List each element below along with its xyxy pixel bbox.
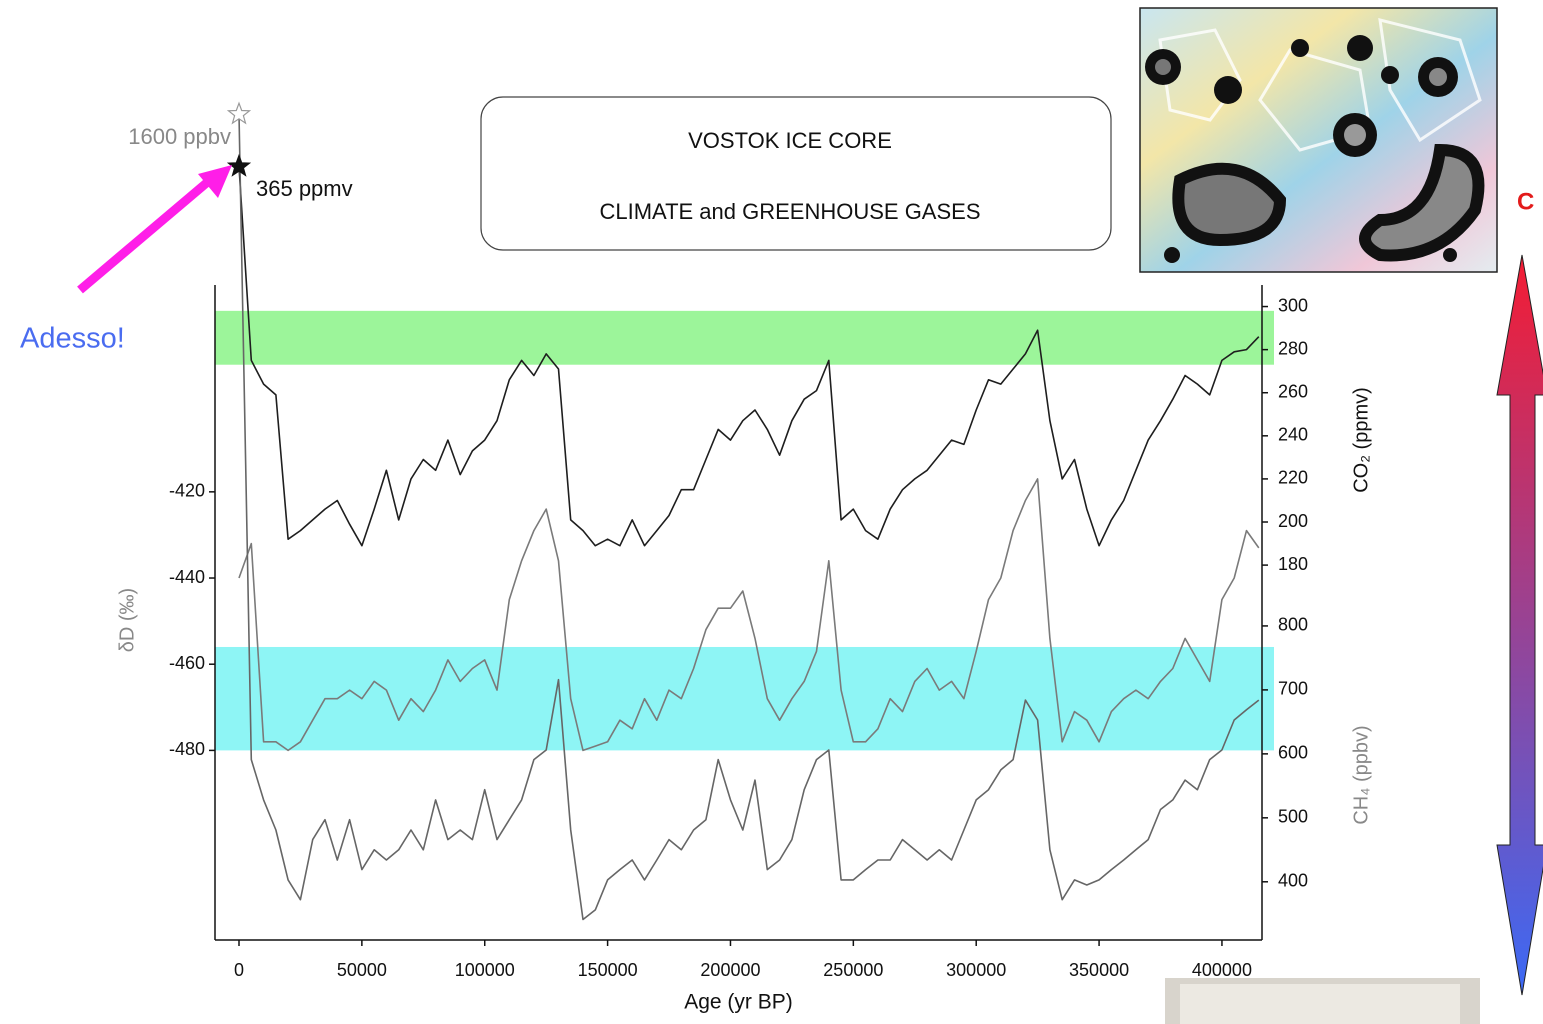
highlight-band — [215, 647, 1274, 750]
axis-label: CO₂ (ppmv) — [1350, 387, 1372, 493]
x-tick-label: 350000 — [1069, 960, 1129, 980]
y2-tick-label: 240 — [1278, 425, 1308, 445]
x-axis-label: Age (yr BP) — [684, 991, 793, 1014]
y2-tick-label: 280 — [1278, 338, 1308, 358]
x-tick-label: 150000 — [578, 960, 638, 980]
y3-tick-label: 400 — [1278, 871, 1308, 891]
x-tick-label: 100000 — [455, 960, 515, 980]
temperature-label: C — [1517, 188, 1534, 215]
annotation-now: Adesso! — [20, 323, 125, 355]
axis-label: δD (‰) — [116, 588, 138, 652]
y2-tick-label: 220 — [1278, 468, 1308, 488]
x-tick-label: 50000 — [337, 960, 387, 980]
x-tick-label: 400000 — [1192, 960, 1252, 980]
y2-tick-label: 200 — [1278, 511, 1308, 531]
y3-tick-label: 800 — [1278, 615, 1308, 635]
x-tick-label: 0 — [234, 960, 244, 980]
y3-tick-label: 700 — [1278, 679, 1308, 699]
ice-photo — [1140, 8, 1497, 272]
y2-tick-label: 260 — [1278, 381, 1308, 401]
y-tick-label: -440 — [169, 567, 205, 587]
bottom-photo-inner — [1180, 984, 1460, 1024]
temperature-arrow — [1497, 255, 1543, 995]
y2-tick-label: 300 — [1278, 295, 1308, 315]
annotation-co2-now: 365 ppmv — [256, 176, 353, 201]
y2-tick-label: 180 — [1278, 554, 1308, 574]
y-tick-label: -480 — [169, 739, 205, 759]
annotation-ch4-now: 1600 ppbv — [128, 124, 231, 149]
title-box — [481, 97, 1111, 250]
axis-label: CH₄ (ppbv) — [1350, 725, 1372, 824]
arrow — [80, 180, 210, 290]
y3-tick-label: 600 — [1278, 743, 1308, 763]
chart: Age (yr BP) 0 50000 100000 150000 200000 25000… — [0, 0, 1543, 1024]
y-tick-label: -420 — [169, 481, 205, 501]
x-tick-label: 250000 — [823, 960, 883, 980]
page: Age (yr BP) 0 50000 100000 150000 200000 25000… — [0, 0, 1543, 1024]
x-tick-label: 300000 — [946, 960, 1006, 980]
chart-subtitle: CLIMATE and GREENHOUSE GASES — [599, 199, 980, 224]
chart-title: VOSTOK ICE CORE — [688, 128, 892, 153]
y-tick-label: -460 — [169, 653, 205, 673]
highlight-band — [215, 311, 1274, 365]
y3-tick-label: 500 — [1278, 807, 1308, 827]
x-tick-label: 200000 — [700, 960, 760, 980]
